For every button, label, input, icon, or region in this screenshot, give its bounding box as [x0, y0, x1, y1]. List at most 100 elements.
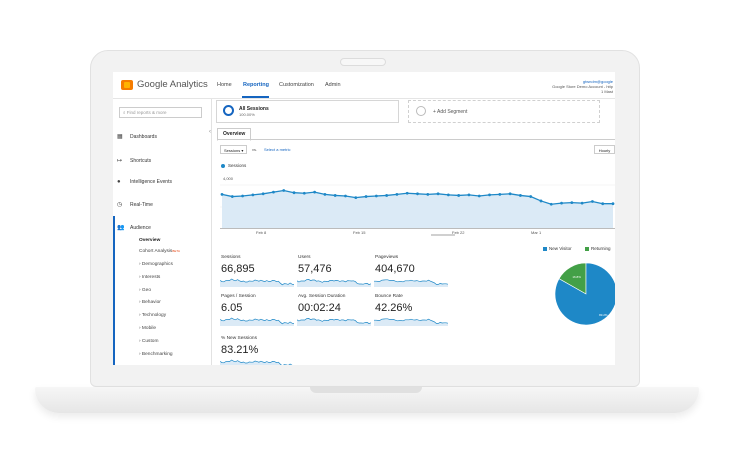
data-point[interactable]	[272, 190, 275, 194]
data-point[interactable]	[385, 194, 389, 197]
nav-customization[interactable]: Customization	[279, 82, 314, 88]
data-point[interactable]	[323, 192, 327, 196]
data-point[interactable]	[405, 191, 409, 195]
data-point[interactable]	[436, 192, 440, 196]
data-point[interactable]	[601, 202, 605, 206]
x-tick-label: Mar 1	[531, 230, 542, 235]
sparkline	[220, 317, 294, 326]
sidebar-sub-technology[interactable]: › Technology	[139, 313, 167, 318]
scorecard-users[interactable]: Users 57,476	[297, 255, 371, 293]
data-point[interactable]	[261, 192, 265, 196]
sidebar-sub-custom[interactable]: › Custom	[139, 339, 159, 344]
data-point[interactable]	[518, 194, 522, 197]
data-point[interactable]	[364, 195, 368, 198]
scorecard-label: Users	[298, 255, 311, 260]
scorecard-label: Bounce Rate	[375, 294, 403, 299]
data-point[interactable]	[374, 194, 378, 198]
sidebar-sub-behavior[interactable]: › Behavior	[139, 300, 161, 305]
sparkline	[297, 318, 371, 326]
data-point[interactable]	[251, 193, 255, 197]
data-point[interactable]	[333, 194, 337, 197]
data-point[interactable]	[230, 195, 234, 198]
account-switcher[interactable]: gtwndm@google Google Store Demo Account …	[552, 79, 613, 94]
sparkline-line	[297, 279, 371, 285]
data-point[interactable]	[220, 192, 224, 196]
scorecard-sessions[interactable]: Sessions 66,895	[220, 255, 294, 293]
scorecard-avg-session-duration[interactable]: Avg. Session Duration 00:02:24	[297, 294, 371, 332]
sparkline-line	[220, 317, 294, 325]
collapse-sidebar-icon[interactable]: ‹	[209, 129, 211, 135]
data-point[interactable]	[395, 192, 399, 196]
sidebar-item-shortcuts[interactable]: ↦ Shortcuts	[117, 157, 151, 164]
data-point[interactable]	[241, 194, 244, 198]
interval-hourly-button[interactable]: Hourly	[594, 145, 615, 154]
nav-reporting[interactable]: Reporting	[243, 82, 269, 88]
sidebar-item-audience[interactable]: 👥 Audience	[117, 224, 151, 231]
data-point[interactable]	[508, 192, 512, 196]
nav-home[interactable]: Home	[217, 82, 232, 88]
top-bar: Google Analytics Home Reporting Customiz…	[113, 72, 615, 99]
scorecard-bounce-rate[interactable]: Bounce Rate 42.26%	[374, 294, 448, 332]
pie-slice[interactable]	[554, 262, 615, 326]
data-point[interactable]	[498, 192, 502, 196]
sidebar-sub-demographics[interactable]: › Demographics	[139, 262, 173, 267]
data-point[interactable]	[611, 202, 615, 206]
data-point[interactable]	[313, 190, 317, 194]
sidebar-sub-cohort-analysis[interactable]: Cohort AnalysisBETA	[139, 249, 180, 254]
add-segment-button[interactable]: + Add Segment	[408, 100, 600, 123]
sidebar-sub-mobile[interactable]: › Mobile	[139, 326, 157, 331]
data-point[interactable]	[457, 194, 461, 197]
sidebar-item-label: Real-Time	[130, 202, 153, 208]
nav-active-underline	[242, 96, 269, 98]
data-point[interactable]	[416, 192, 419, 196]
data-point[interactable]	[477, 194, 481, 198]
pie-legend-new-visitor: New Visitor	[543, 246, 572, 251]
sidebar-item-dashboards[interactable]: ▦ Dashboards	[117, 133, 157, 140]
scorecard-value: 66,895	[221, 263, 255, 275]
sparkline-line	[220, 359, 293, 365]
sidebar-sub-overview[interactable]: Overview	[139, 238, 161, 243]
sidebar-sub-benchmarking[interactable]: › Benchmarking	[139, 352, 173, 357]
data-point[interactable]	[282, 189, 286, 192]
data-point[interactable]	[580, 201, 584, 205]
scorecard-pageviews[interactable]: Pageviews 404,670	[374, 255, 448, 293]
scorecard-new-sessions[interactable]: % New Sessions 83.21%	[220, 336, 294, 365]
segment-all-sessions[interactable]: All Sessions 100.00%	[216, 100, 399, 123]
tab-divider	[217, 139, 615, 140]
product-name: Google Analytics	[137, 79, 208, 90]
data-point[interactable]	[570, 201, 574, 204]
data-point[interactable]	[354, 196, 358, 200]
data-point[interactable]	[302, 191, 306, 195]
sidebar-sub-label: Cohort Analysis	[139, 249, 173, 254]
sidebar-item-label: Intelligence Events	[130, 179, 172, 185]
x-tick-label: Feb 22	[452, 230, 465, 235]
data-point[interactable]	[467, 193, 471, 197]
sidebar-sub-interests[interactable]: › Interests	[139, 275, 161, 280]
chart-resize-handle[interactable]	[431, 234, 455, 236]
metric-select[interactable]: Sessions ▾	[220, 145, 247, 154]
scorecard-label: Sessions	[221, 255, 241, 260]
data-point[interactable]	[426, 192, 430, 196]
data-point[interactable]	[560, 201, 563, 205]
sidebar-item-real-time[interactable]: ◷ Real-Time	[117, 201, 153, 208]
sparkline	[374, 318, 448, 326]
sidebar-item-intelligence-events[interactable]: ● Intelligence Events	[117, 179, 172, 185]
nav-admin[interactable]: Admin	[325, 82, 341, 88]
select-metric-link[interactable]: Select a metric	[264, 147, 291, 152]
data-point[interactable]	[539, 199, 543, 203]
data-point[interactable]	[344, 194, 347, 198]
sparkline-area	[220, 279, 294, 287]
data-point[interactable]	[591, 200, 594, 203]
sparkline-area	[220, 318, 294, 326]
scorecard-pages-per-session[interactable]: Pages / Session 6.05	[220, 294, 294, 332]
data-point[interactable]	[488, 193, 491, 197]
search-input[interactable]: ⌕ Find reports & more	[119, 107, 202, 118]
sidebar-sub-geo[interactable]: › Geo	[139, 288, 151, 293]
account-email: gtwndm@google	[582, 79, 613, 84]
sidebar-item-label: Shortcuts	[130, 158, 152, 164]
data-point[interactable]	[529, 195, 533, 198]
data-point[interactable]	[446, 193, 450, 197]
tab-overview[interactable]: Overview	[217, 128, 252, 141]
data-point[interactable]	[549, 202, 553, 206]
data-point[interactable]	[292, 191, 296, 195]
